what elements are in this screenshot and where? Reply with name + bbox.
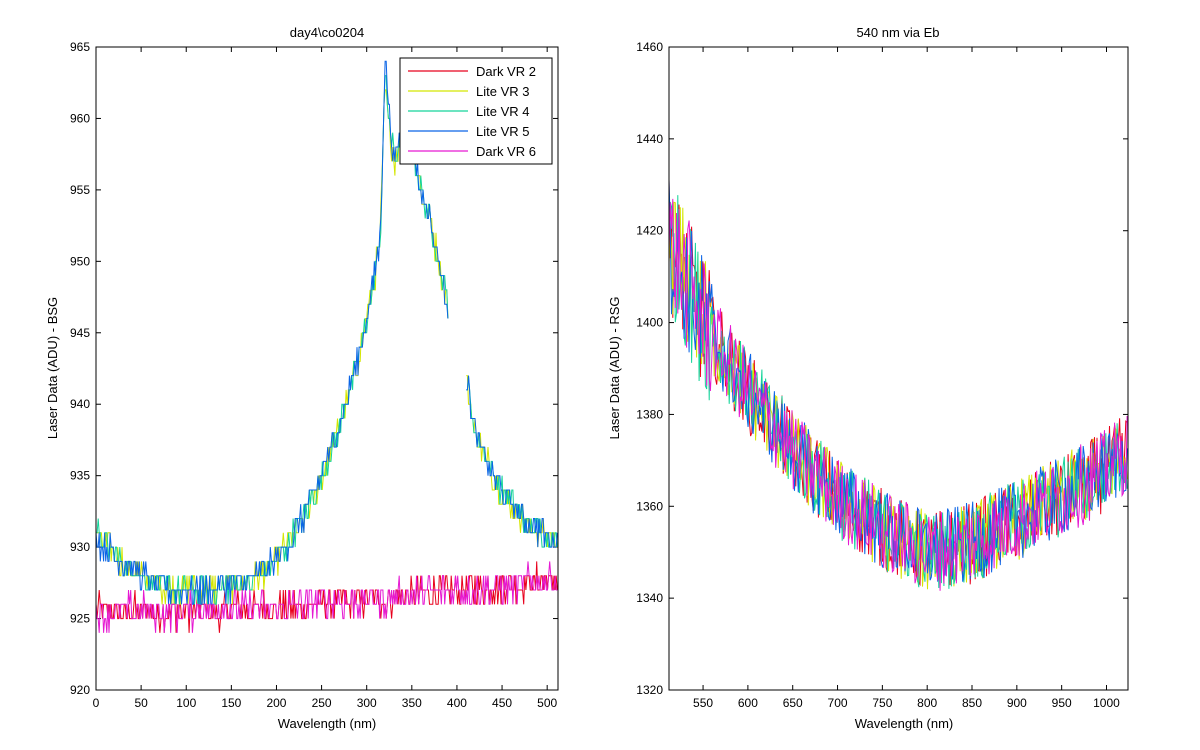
x-tick-label: 50 — [134, 696, 148, 710]
chart-left: day4\co0204 Wavelength (nm) Laser Data (… — [45, 25, 559, 731]
y-tick-label: 920 — [70, 683, 90, 697]
x-tick-label: 1000 — [1093, 696, 1120, 710]
x-tick-label: 850 — [962, 696, 982, 710]
y-tick-label: 1460 — [636, 40, 663, 54]
x-tick-label: 500 — [537, 696, 557, 710]
x-tick-label: 750 — [872, 696, 892, 710]
y-tick-label: 1400 — [636, 316, 663, 330]
y-tick-label: 1340 — [636, 591, 663, 605]
right-x-axis-label: Wavelength (nm) — [855, 716, 954, 731]
x-tick-label: 350 — [402, 696, 422, 710]
x-tick-label: 100 — [176, 696, 196, 710]
x-tick-label: 950 — [1052, 696, 1072, 710]
y-tick-label: 930 — [70, 540, 90, 554]
left-plot-series — [95, 60, 558, 633]
legend-label: Dark VR 2 — [476, 64, 536, 79]
y-tick-label: 1320 — [636, 683, 663, 697]
left-x-axis-label: Wavelength (nm) — [278, 716, 377, 731]
left-chart-title: day4\co0204 — [290, 25, 364, 40]
left-y-axis-label: Laser Data (ADU) - BSG — [45, 297, 60, 439]
legend-label: Lite VR 5 — [476, 124, 529, 139]
left-plot-frame — [95, 46, 559, 691]
x-tick-label: 400 — [447, 696, 467, 710]
x-tick-label: 600 — [738, 696, 758, 710]
right-y-axis-label: Laser Data (ADU) - RSG — [607, 296, 622, 439]
y-tick-label: 965 — [70, 40, 90, 54]
x-tick-label: 0 — [93, 696, 100, 710]
y-tick-label: 1440 — [636, 132, 663, 146]
y-tick-label: 1380 — [636, 407, 663, 421]
series-line — [668, 198, 1128, 591]
x-tick-label: 700 — [828, 696, 848, 710]
x-tick-label: 150 — [221, 696, 241, 710]
y-tick-label: 955 — [70, 183, 90, 197]
chart-right: 540 nm via Eb Wavelength (nm) Laser Data… — [607, 25, 1129, 731]
y-tick-label: 935 — [70, 469, 90, 483]
x-tick-label: 650 — [783, 696, 803, 710]
right-axis-ticks: 550 600 650 700 750 800 850 900 950 1000 1320 1340 1… — [636, 40, 1128, 710]
x-tick-label: 800 — [917, 696, 937, 710]
x-tick-label: 250 — [312, 696, 332, 710]
y-tick-label: 960 — [70, 111, 90, 125]
series-line — [95, 60, 558, 605]
x-tick-label: 550 — [693, 696, 713, 710]
y-tick-label: 1420 — [636, 224, 663, 238]
legend-label: Lite VR 3 — [476, 84, 529, 99]
right-plot-series — [668, 179, 1128, 591]
left-axis-ticks: 0 50 100 150 200 250 300 350 400 450 500 920 925 930 9… — [70, 40, 558, 710]
legend-label: Dark VR 6 — [476, 144, 536, 159]
left-legend: Dark VR 2 Lite VR 3 Lite VR 4 Lite VR 5 Dark… — [399, 57, 553, 165]
right-chart-title: 540 nm via Eb — [856, 25, 939, 40]
x-tick-label: 900 — [1007, 696, 1027, 710]
y-tick-label: 940 — [70, 397, 90, 411]
y-tick-label: 950 — [70, 254, 90, 268]
x-tick-label: 300 — [357, 696, 377, 710]
y-tick-label: 925 — [70, 612, 90, 626]
legend-label: Lite VR 4 — [476, 104, 529, 119]
x-tick-label: 200 — [266, 696, 286, 710]
y-tick-label: 945 — [70, 326, 90, 340]
right-plot-frame — [668, 46, 1129, 691]
y-tick-label: 1360 — [636, 499, 663, 513]
x-tick-label: 450 — [492, 696, 512, 710]
series-line — [95, 561, 558, 633]
